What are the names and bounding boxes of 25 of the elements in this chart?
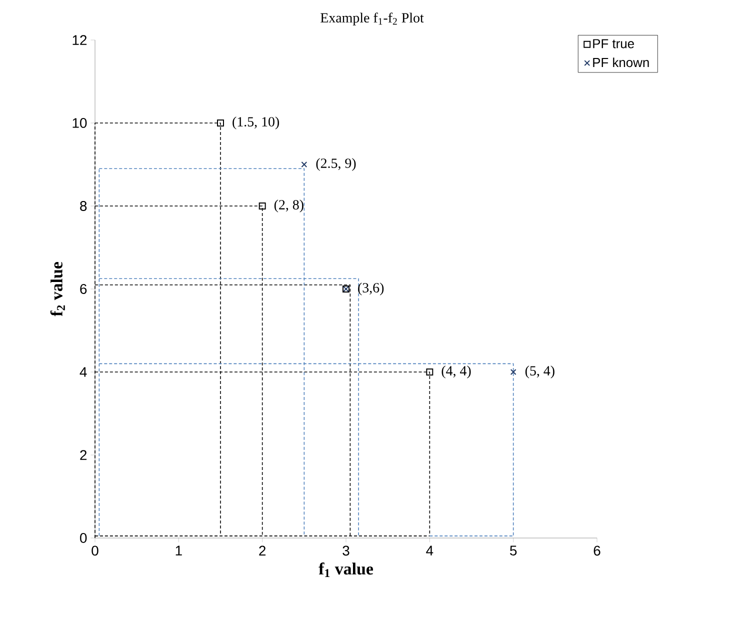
x-tick-label: 4 <box>426 546 434 556</box>
annotation: (2.5, 9) <box>316 158 356 171</box>
annotation: (5, 4) <box>525 366 554 378</box>
annotation: (3,6) <box>358 282 384 296</box>
legend-label: PF true <box>593 39 634 48</box>
y-tick-label: 12 <box>72 35 87 45</box>
y-tick-label: 10 <box>72 118 87 128</box>
x-tick-label: 6 <box>594 546 600 556</box>
y-tick-label: 4 <box>80 367 87 377</box>
x-tick-label: 5 <box>510 546 517 556</box>
chart-title: Example f$_{1}$-f$_{2}$ Plot <box>320 12 424 26</box>
x-tick-label: 3 <box>342 546 350 556</box>
legend-label: PF known <box>593 58 649 68</box>
x-axis-title: f$_{1}$ value <box>318 562 374 577</box>
y-tick-label: 6 <box>80 284 87 294</box>
annotation: (2, 8) <box>274 200 304 212</box>
x-tick-label: 0 <box>92 546 98 556</box>
annotation: (1.5, 10) <box>232 116 280 130</box>
x-tick-label: 1 <box>176 546 182 556</box>
y-tick-label: 0 <box>80 533 87 543</box>
annotation: (4, 4) <box>442 366 471 378</box>
y-tick-label: 8 <box>80 201 87 211</box>
x-tick-label: 2 <box>259 546 266 556</box>
y-axis-title: f$_{2}$ value <box>50 262 65 316</box>
y-tick-label: 2 <box>80 450 87 460</box>
